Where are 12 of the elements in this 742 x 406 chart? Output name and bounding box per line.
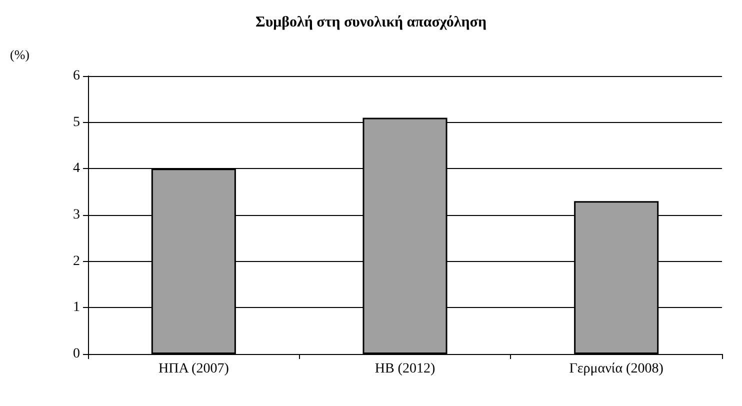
x-tick-label: ΗΠΑ (2007)	[158, 362, 230, 376]
y-axis-title: (%)	[10, 47, 30, 62]
chart-title: Συμβολή στη συνολική απασχόληση	[256, 14, 486, 30]
y-tick-label: 2	[73, 254, 80, 269]
x-tick-label: Γερμανία (2008)	[569, 362, 664, 376]
y-tick-label: 0	[73, 346, 80, 362]
y-tick-label: 6	[73, 68, 80, 84]
x-tick-label: ΗΒ (2012)	[374, 362, 436, 376]
y-tick-label: 5	[73, 114, 80, 130]
y-tick-label: 1	[73, 300, 80, 316]
y-tick-label: 4	[73, 161, 80, 176]
y-tick-label: 3	[73, 208, 80, 222]
